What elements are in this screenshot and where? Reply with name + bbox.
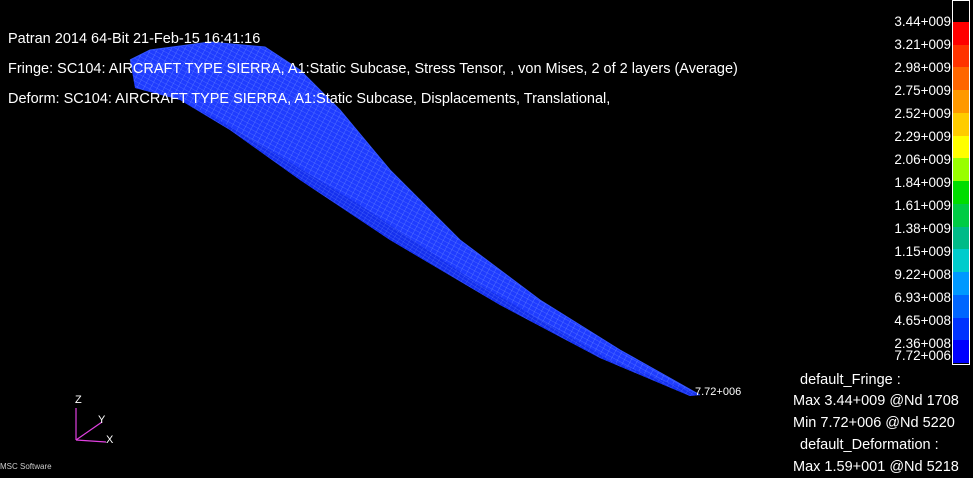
legend-tick-label: 2.75+009 bbox=[894, 83, 951, 98]
legend-tick-label: 2.36+008 bbox=[894, 336, 951, 351]
axis-x-label: X bbox=[106, 434, 114, 446]
fringe-description: Fringe: SC104: AIRCRAFT TYPE SIERRA, A1:… bbox=[8, 61, 738, 77]
legend-color-segment bbox=[953, 340, 969, 364]
legend-tick-label: 4.65+008 bbox=[894, 313, 951, 328]
legend-color-segment bbox=[953, 135, 969, 159]
min-node-label: 7.72+006 bbox=[695, 386, 742, 398]
legend-tick-label: 2.29+009 bbox=[894, 129, 951, 144]
legend-color-segment bbox=[953, 22, 969, 46]
wing-lower-surface bbox=[180, 100, 700, 396]
fringe-min: Min 7.72+006 @Nd 5220 bbox=[793, 415, 955, 431]
legend-tick-label: 1.84+009 bbox=[894, 175, 951, 190]
legend-tick-label: 2.98+009 bbox=[894, 60, 951, 75]
legend-color-segment bbox=[953, 272, 969, 296]
fringe-color-bar bbox=[952, 0, 970, 365]
legend-tick-label: 2.52+009 bbox=[894, 106, 951, 121]
legend-tick-label: 1.38+009 bbox=[894, 221, 951, 236]
legend-color-segment bbox=[953, 67, 969, 91]
triad-icon bbox=[75, 408, 107, 443]
legend-tick-label: 9.22+008 bbox=[894, 267, 951, 282]
legend-tick-label: 6.93+008 bbox=[894, 290, 951, 305]
wing-upper-surface bbox=[130, 42, 700, 396]
legend-color-segment bbox=[953, 249, 969, 273]
deform-description: Deform: SC104: AIRCRAFT TYPE SIERRA, A1:… bbox=[8, 91, 611, 107]
legend-top-cap bbox=[953, 1, 969, 22]
wing-edge bbox=[129, 41, 701, 396]
legend-tick-label: 1.61+009 bbox=[894, 198, 951, 213]
legend-color-segment bbox=[953, 112, 969, 137]
title-line: Patran 2014 64-Bit 21-Feb-15 16:41:16 bbox=[8, 31, 261, 47]
legend-color-segment bbox=[953, 317, 969, 341]
legend-tick-label: 3.21+009 bbox=[894, 37, 951, 52]
legend-tick-label: 2.06+009 bbox=[894, 152, 951, 167]
axis-z-label: Z bbox=[75, 394, 82, 406]
msc-software-logo: MSC Software bbox=[0, 462, 52, 471]
legend-color-segment bbox=[953, 158, 969, 182]
legend-color-segment bbox=[953, 90, 969, 114]
legend-tick-label: 7.72+006 bbox=[894, 348, 951, 363]
legend-color-segment bbox=[953, 294, 969, 319]
legend-color-segment bbox=[953, 203, 969, 228]
fringe-info-title: default_Fringe : bbox=[800, 372, 901, 388]
legend-tick-label: 3.44+009 bbox=[894, 14, 951, 29]
fringe-max: Max 3.44+009 @Nd 1708 bbox=[793, 393, 959, 409]
deform-info-title: default_Deformation : bbox=[800, 437, 939, 453]
axis-y-label: Y bbox=[98, 414, 106, 426]
legend-tick-label: 1.15+009 bbox=[894, 244, 951, 259]
legend-color-segment bbox=[953, 44, 969, 68]
deform-max: Max 1.59+001 @Nd 5218 bbox=[793, 459, 959, 475]
legend-color-segment bbox=[953, 226, 969, 250]
coordinate-triad: Z Y X bbox=[66, 392, 126, 452]
legend-color-segment bbox=[953, 181, 969, 205]
